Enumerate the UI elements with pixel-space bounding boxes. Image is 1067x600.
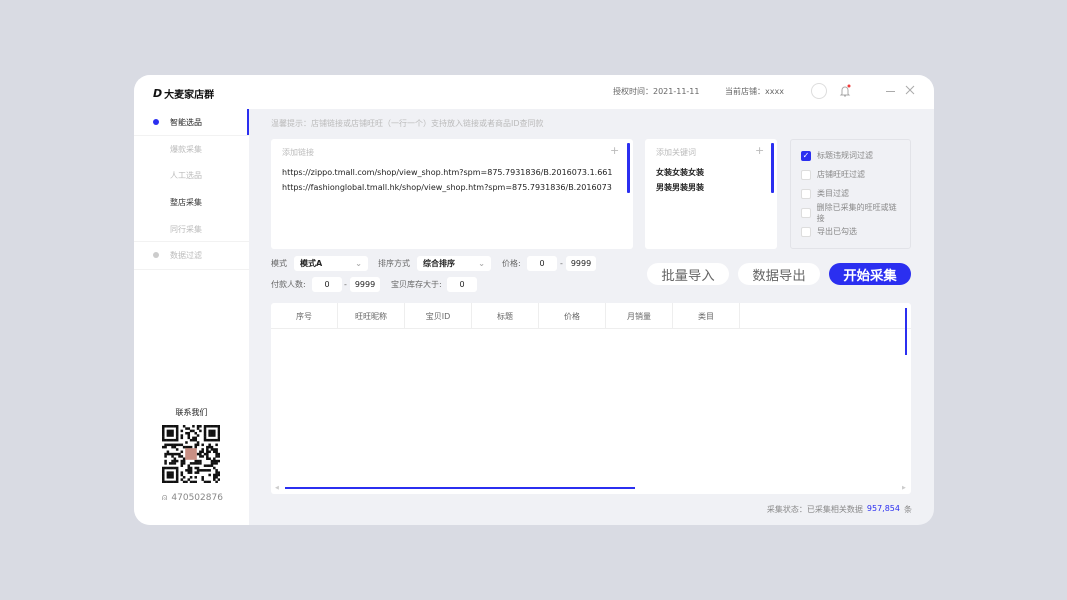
logo: D 大麦家店群	[153, 87, 215, 101]
chevron-down-icon: ⌄	[478, 259, 485, 268]
filter-category[interactable]: 类目过滤	[801, 184, 900, 203]
scrollbar[interactable]	[627, 143, 630, 193]
add-link-icon[interactable]: +	[610, 144, 620, 157]
filter-remove-collected[interactable]: 删除已采集的旺旺或链接	[801, 203, 900, 223]
mode-select[interactable]: 模式A ⌄	[294, 256, 368, 271]
sidebar-item-peer[interactable]: 同行采集	[170, 224, 202, 234]
filter-export-checked[interactable]: 导出已勾选	[801, 222, 900, 241]
payers-min-input[interactable]: 0	[312, 277, 342, 292]
payers-max-input[interactable]: 9999	[350, 277, 380, 292]
filter-store-ww[interactable]: 店铺旺旺过滤	[801, 165, 900, 184]
bell-icon[interactable]	[839, 84, 851, 98]
mode-label: 模式	[271, 259, 287, 268]
scrollbar[interactable]	[771, 143, 774, 193]
contact-title: 联系我们	[175, 408, 208, 417]
price-min-input[interactable]: 0	[527, 256, 557, 271]
keyword-item: 女装女装女装	[656, 168, 704, 177]
sidebar-item-store[interactable]: 整店采集	[170, 197, 202, 207]
collection-status: 采集状态：已采集相关数据 957,854 条	[766, 504, 912, 514]
header: D 大麦家店群 授权时间：2021-11-11 当前店铺：xxxx	[134, 75, 934, 109]
batch-import-button[interactable]: 批量导入	[647, 263, 729, 285]
close-icon[interactable]	[905, 85, 915, 97]
collected-count: 957,854	[866, 504, 900, 513]
vertical-scrollbar[interactable]	[905, 308, 907, 355]
auth-time: 授权时间：2021-11-11	[613, 87, 700, 96]
checkbox[interactable]	[801, 169, 811, 180]
checkbox[interactable]	[801, 188, 811, 199]
filter-options: ✓ 标题违规词过滤 店铺旺旺过滤 类目过滤 删除已采集的旺旺或链接 导出已勾选	[790, 139, 911, 249]
price-label: 价格:	[502, 259, 521, 268]
dot-icon	[153, 252, 159, 258]
keywords-input[interactable]: 添加关键词 + 女装女装女装 男装男装男装	[645, 139, 777, 249]
stock-input[interactable]: 0	[447, 277, 477, 292]
stock-label: 宝贝库存大于:	[391, 280, 442, 289]
sidebar-item-smart-select[interactable]: 智能选品	[134, 109, 249, 135]
horizontal-scrollbar[interactable]	[285, 487, 635, 489]
scroll-right-icon[interactable]: ▶	[902, 485, 906, 491]
sort-label: 排序方式	[378, 259, 410, 268]
filter-title-words[interactable]: ✓ 标题违规词过滤	[801, 150, 873, 161]
payers-label: 付款人数:	[271, 280, 306, 289]
chevron-down-icon: ⌄	[355, 259, 362, 268]
sidebar-item-manual[interactable]: 人工选品	[170, 170, 202, 180]
qr-code	[162, 425, 220, 483]
start-button[interactable]: 开始采集	[829, 263, 911, 285]
results-table: 序号 旺旺昵称 宝贝ID 标题 价格 月销量 类目 ◀ ▶	[271, 303, 911, 494]
qq-contact: ⍝ 470502876	[162, 493, 223, 503]
price-max-input[interactable]: 9999	[566, 256, 596, 271]
scroll-left-icon[interactable]: ◀	[275, 485, 279, 491]
hint-text: 温馨提示：店铺链接或店铺旺旺（一行一个）支持放入链接或者商品ID查同款	[271, 119, 544, 128]
dot-icon	[153, 119, 159, 125]
add-keyword-icon[interactable]: +	[755, 144, 765, 157]
keyword-item: 男装男装男装	[656, 183, 704, 192]
link-item: https://zippo.tmall.com/shop/view_shop.h…	[282, 168, 612, 177]
sidebar-item-hot[interactable]: 爆款采集	[170, 144, 202, 154]
minimize-icon[interactable]	[886, 91, 895, 92]
sidebar-item-filter[interactable]: 数据过滤	[134, 242, 249, 268]
links-input[interactable]: 添加链接 + https://zippo.tmall.com/shop/view…	[271, 139, 633, 249]
user-icon: ⍝	[162, 493, 168, 503]
link-item: https://fashionglobal.tmall.hk/shop/view…	[282, 183, 612, 192]
current-store: 当前店铺：xxxx	[725, 87, 784, 96]
checkbox[interactable]	[801, 226, 811, 237]
app-window: D 大麦家店群 授权时间：2021-11-11 当前店铺：xxxx 智能选品 爆款…	[134, 75, 934, 525]
export-button[interactable]: 数据导出	[738, 263, 820, 285]
sort-select[interactable]: 综合排序 ⌄	[417, 256, 491, 271]
sidebar: 智能选品 爆款采集 人工选品 整店采集 同行采集 数据过滤 联系我们 ⍝ 4705…	[134, 109, 249, 525]
checkbox[interactable]: ✓	[801, 150, 811, 161]
checkbox[interactable]	[801, 207, 811, 218]
table-header: 序号 旺旺昵称 宝贝ID 标题 价格 月销量 类目	[271, 303, 911, 329]
avatar[interactable]	[811, 83, 827, 99]
